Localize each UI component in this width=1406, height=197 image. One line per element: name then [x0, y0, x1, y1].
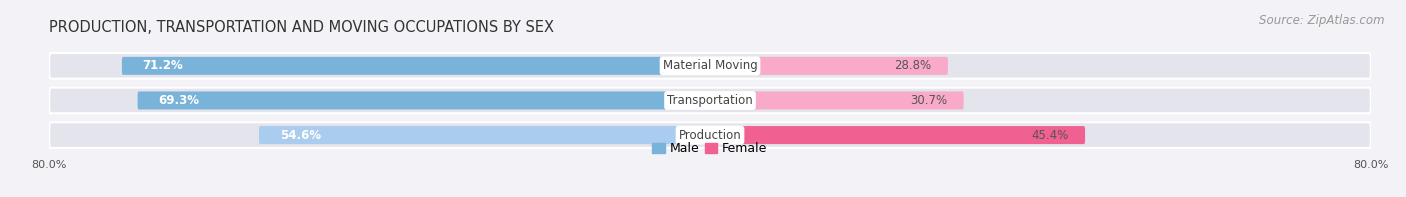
- Text: 30.7%: 30.7%: [910, 94, 948, 107]
- FancyBboxPatch shape: [138, 91, 710, 110]
- Text: 69.3%: 69.3%: [159, 94, 200, 107]
- FancyBboxPatch shape: [710, 57, 948, 75]
- FancyBboxPatch shape: [710, 91, 963, 110]
- FancyBboxPatch shape: [49, 122, 1371, 148]
- FancyBboxPatch shape: [710, 126, 1085, 144]
- Text: 71.2%: 71.2%: [142, 59, 183, 72]
- Legend: Male, Female: Male, Female: [648, 138, 772, 161]
- Text: 54.6%: 54.6%: [280, 129, 321, 142]
- Text: 45.4%: 45.4%: [1031, 129, 1069, 142]
- Text: Material Moving: Material Moving: [662, 59, 758, 72]
- Text: 28.8%: 28.8%: [894, 59, 931, 72]
- FancyBboxPatch shape: [49, 53, 1371, 79]
- FancyBboxPatch shape: [49, 88, 1371, 113]
- FancyBboxPatch shape: [122, 57, 710, 75]
- Text: Transportation: Transportation: [668, 94, 752, 107]
- Text: PRODUCTION, TRANSPORTATION AND MOVING OCCUPATIONS BY SEX: PRODUCTION, TRANSPORTATION AND MOVING OC…: [49, 20, 554, 35]
- Text: Production: Production: [679, 129, 741, 142]
- FancyBboxPatch shape: [259, 126, 710, 144]
- Text: Source: ZipAtlas.com: Source: ZipAtlas.com: [1260, 14, 1385, 27]
